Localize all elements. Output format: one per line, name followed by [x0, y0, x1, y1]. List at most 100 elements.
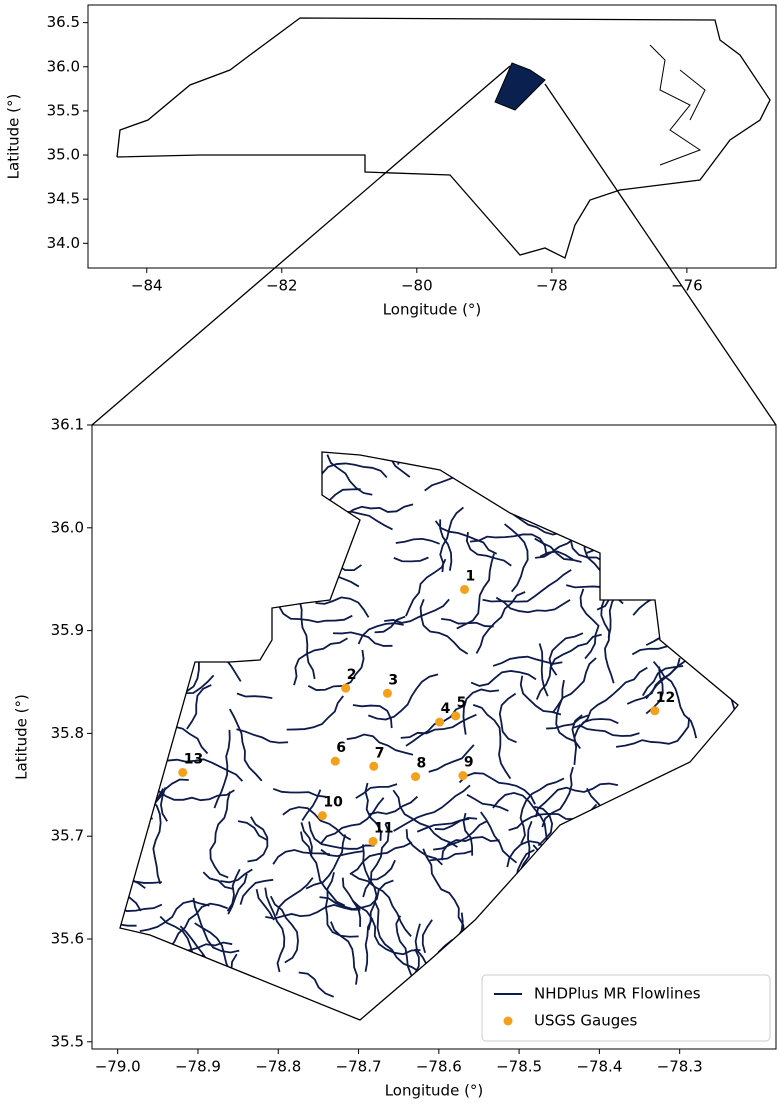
flowline [439, 519, 453, 571]
flowline [462, 688, 500, 735]
flowline [475, 591, 526, 654]
flowline [282, 806, 352, 841]
flowline [405, 558, 447, 617]
gauge-label: 5 [457, 695, 467, 711]
gauge [178, 767, 188, 777]
flowline [286, 695, 344, 731]
flowline [320, 797, 385, 845]
flowline [492, 791, 548, 842]
flowline [202, 871, 234, 890]
gauge [368, 836, 378, 846]
gauge-label: 12 [656, 690, 675, 706]
gauge [460, 584, 470, 594]
flowline [227, 873, 248, 915]
flowline [642, 665, 684, 697]
flowline [367, 673, 439, 721]
x-tick-label: −78.5 [496, 1058, 542, 1076]
flowline [330, 921, 359, 985]
flowline [226, 868, 241, 912]
gauge-label: 10 [323, 795, 343, 811]
x-tick-label: −78.8 [255, 1058, 301, 1076]
y-tick-label: 34.5 [47, 190, 80, 208]
gauge [650, 706, 660, 716]
flowline [346, 733, 414, 756]
flowline [278, 605, 353, 624]
flowline [209, 791, 231, 879]
flowline [578, 724, 640, 737]
flowline [362, 823, 390, 898]
flowline [300, 822, 313, 856]
flowline [368, 795, 419, 816]
flowline [519, 777, 565, 844]
flowline [470, 670, 537, 687]
flowline [120, 904, 137, 927]
gauge [411, 772, 421, 782]
flowline [352, 704, 393, 729]
x-tick-label: −84 [131, 277, 163, 295]
flowline [341, 877, 362, 927]
x-tick-label: −78.9 [175, 1058, 221, 1076]
flowline [492, 655, 563, 667]
flowline [236, 692, 273, 699]
gauge-label: 13 [184, 751, 203, 767]
flowline [615, 717, 691, 748]
flowline [504, 523, 529, 593]
flowline [264, 887, 286, 973]
flowline [364, 918, 373, 972]
flowline [305, 834, 347, 890]
nc-outline [116, 17, 771, 259]
flowline [419, 599, 469, 655]
flowline [344, 452, 411, 478]
flowline [434, 816, 478, 831]
zoom-line [544, 83, 777, 426]
legend-label: USGS Gauges [534, 1012, 637, 1030]
flowline [351, 899, 421, 956]
flowline [600, 589, 615, 684]
flowline [519, 675, 562, 716]
axes-frame [91, 424, 777, 1050]
x-tick-label: −78.6 [416, 1058, 462, 1076]
flowline [456, 553, 495, 630]
flowline [357, 622, 404, 645]
gauge-label: 6 [336, 740, 346, 756]
flowline [495, 596, 571, 614]
gauge-label: 11 [374, 820, 393, 836]
flowline [326, 454, 373, 496]
flowline [393, 784, 471, 832]
flowline [236, 728, 289, 744]
flowline [466, 793, 509, 812]
gauge [435, 717, 445, 727]
flowline [579, 588, 600, 628]
gauge-label: 1 [466, 568, 476, 584]
y-tick-label: 35.9 [51, 621, 84, 639]
zoom-line [91, 65, 511, 426]
flowline [439, 506, 464, 573]
flowline [300, 831, 346, 907]
y-tick-label: 34.0 [47, 234, 80, 252]
gauge-label: 8 [417, 756, 427, 772]
gauge-label: 4 [441, 701, 451, 717]
flowline [239, 878, 274, 905]
y-tick-label: 35.8 [51, 724, 84, 742]
flowline [158, 758, 244, 782]
gauge [317, 811, 327, 821]
flowline [584, 625, 600, 660]
flowline [355, 783, 398, 799]
flowline [374, 615, 406, 634]
flowline [472, 704, 512, 780]
flowline [237, 820, 268, 841]
flowline [364, 782, 382, 841]
flowline [220, 868, 253, 884]
gauge [382, 688, 392, 698]
flowline [480, 811, 518, 864]
y-tick-label: 36.0 [51, 518, 84, 536]
x-tick-label: −78.7 [336, 1058, 382, 1076]
y-tick-label: 35.6 [51, 930, 84, 948]
flowline [349, 841, 413, 875]
flowline [573, 718, 619, 747]
y-tick-label: 36.1 [51, 416, 84, 434]
flowline [139, 900, 210, 933]
flowline [153, 778, 189, 805]
flowline [395, 537, 440, 545]
x-axis-label: Longitude (°) [385, 1082, 484, 1100]
